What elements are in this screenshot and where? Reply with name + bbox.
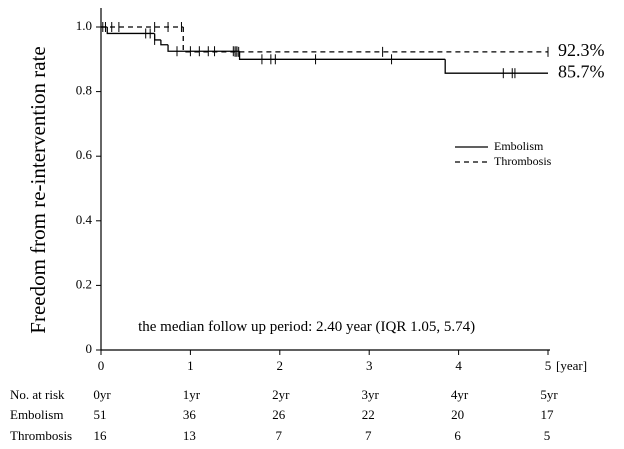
risk-column: 2yr	[272, 387, 290, 402]
risk-value: 16	[94, 428, 108, 443]
annotation: 85.7%	[558, 61, 605, 81]
risk-row-name: Thrombosis	[10, 428, 72, 443]
y-tick-label: 0.4	[76, 212, 93, 227]
risk-value: 17	[541, 407, 555, 422]
risk-value: 51	[94, 407, 107, 422]
annotation: 92.3%	[558, 40, 605, 60]
legend-label: Thrombosis	[494, 154, 552, 168]
risk-column: 3yr	[362, 387, 380, 402]
y-tick-label: 1.0	[76, 18, 92, 33]
risk-value: 5	[544, 428, 551, 443]
x-tick-label: 1	[187, 358, 194, 373]
y-tick-label: 0.6	[76, 147, 93, 162]
risk-value: 22	[362, 407, 375, 422]
x-unit: [year]	[556, 358, 587, 373]
survival-step	[182, 27, 548, 53]
survival-step	[444, 59, 548, 74]
survival-step	[153, 33, 161, 41]
risk-value: 26	[272, 407, 286, 422]
survival-step	[167, 44, 240, 52]
risk-column: 5yr	[540, 387, 558, 402]
x-tick-label: 2	[277, 358, 284, 373]
risk-value: 36	[183, 407, 197, 422]
y-tick-label: 0.8	[76, 83, 92, 98]
risk-header: No. at risk	[10, 387, 65, 402]
survival-step	[160, 39, 169, 46]
y-tick-label: 0.2	[76, 276, 92, 291]
x-tick-label: 4	[455, 358, 462, 373]
risk-column: 4yr	[451, 387, 469, 402]
survival-step	[238, 51, 446, 60]
x-tick-label: 3	[366, 358, 373, 373]
y-axis-label: Freedom from re-intervention rate	[26, 46, 50, 333]
risk-value: 6	[454, 428, 461, 443]
risk-value: 13	[183, 428, 196, 443]
x-tick-label: 5	[545, 358, 552, 373]
risk-value: 7	[365, 428, 372, 443]
annotation: the median follow up period: 2.40 year (…	[138, 319, 475, 335]
survival-step	[106, 27, 155, 35]
x-tick-label: 0	[98, 358, 105, 373]
legend-label: Embolism	[494, 139, 544, 153]
risk-row-name: Embolism	[10, 407, 63, 422]
risk-column: 1yr	[183, 387, 201, 402]
risk-value: 20	[451, 407, 464, 422]
risk-value: 7	[276, 428, 283, 443]
risk-column: 0yr	[93, 387, 111, 402]
y-tick-label: 0	[86, 341, 93, 356]
